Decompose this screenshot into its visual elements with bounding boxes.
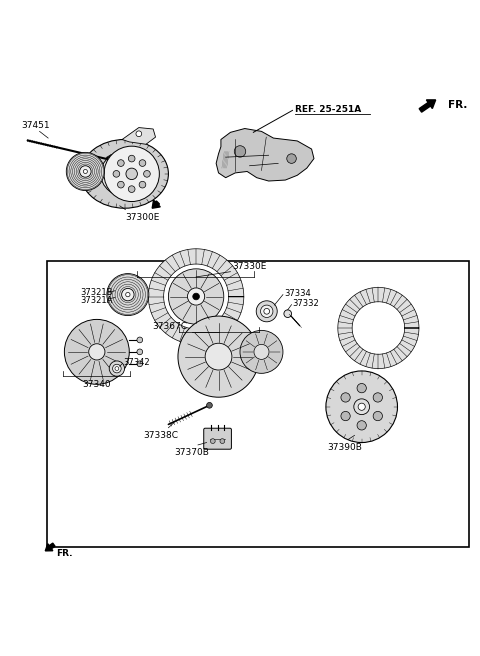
Circle shape — [89, 344, 105, 360]
Circle shape — [178, 316, 259, 397]
Circle shape — [193, 293, 199, 300]
Text: 37334: 37334 — [284, 289, 311, 298]
Circle shape — [341, 393, 350, 402]
Circle shape — [66, 152, 105, 190]
Text: 37451: 37451 — [22, 121, 50, 131]
Text: FR.: FR. — [56, 549, 73, 558]
Circle shape — [139, 159, 146, 167]
Text: 37370B: 37370B — [174, 448, 209, 457]
Text: 37340: 37340 — [83, 380, 111, 388]
Circle shape — [354, 399, 370, 415]
Circle shape — [115, 367, 119, 371]
Text: 37338C: 37338C — [144, 430, 179, 440]
Text: 37332: 37332 — [292, 298, 319, 308]
Polygon shape — [122, 127, 156, 144]
Circle shape — [261, 305, 273, 318]
FancyArrow shape — [419, 100, 436, 112]
Circle shape — [284, 310, 291, 318]
Circle shape — [373, 411, 383, 420]
Circle shape — [373, 393, 383, 402]
Text: 37321A: 37321A — [80, 296, 112, 305]
Circle shape — [206, 402, 212, 408]
Circle shape — [136, 131, 142, 136]
Circle shape — [210, 439, 215, 443]
Circle shape — [220, 439, 225, 443]
Circle shape — [128, 155, 135, 162]
Polygon shape — [338, 287, 419, 369]
Circle shape — [128, 186, 135, 192]
Circle shape — [139, 181, 146, 188]
Circle shape — [287, 154, 296, 163]
Circle shape — [205, 343, 232, 370]
Circle shape — [84, 169, 87, 173]
Circle shape — [234, 146, 246, 157]
FancyBboxPatch shape — [204, 428, 231, 449]
Polygon shape — [148, 249, 244, 344]
Circle shape — [188, 288, 204, 305]
Circle shape — [256, 301, 277, 322]
Circle shape — [109, 361, 124, 376]
Circle shape — [168, 269, 224, 324]
Ellipse shape — [104, 146, 159, 201]
Text: 37321B: 37321B — [80, 288, 113, 297]
Circle shape — [118, 181, 124, 188]
Circle shape — [121, 289, 134, 301]
Text: 37330E: 37330E — [232, 262, 267, 271]
Circle shape — [137, 337, 143, 343]
Ellipse shape — [81, 140, 168, 208]
Circle shape — [264, 308, 270, 314]
Text: 37342: 37342 — [123, 358, 150, 367]
Circle shape — [80, 166, 91, 177]
Circle shape — [341, 411, 350, 420]
Text: 37300E: 37300E — [125, 213, 159, 222]
Circle shape — [137, 361, 143, 367]
Text: 37367C: 37367C — [153, 322, 188, 331]
Text: 37390B: 37390B — [327, 443, 362, 451]
Text: FR.: FR. — [447, 100, 467, 110]
Circle shape — [64, 319, 129, 384]
Polygon shape — [216, 129, 314, 181]
Circle shape — [357, 384, 366, 393]
Ellipse shape — [101, 150, 158, 197]
Circle shape — [240, 331, 283, 373]
Circle shape — [126, 168, 137, 180]
Circle shape — [326, 371, 397, 443]
Circle shape — [113, 364, 121, 373]
Circle shape — [358, 403, 365, 410]
FancyArrow shape — [45, 543, 55, 551]
Circle shape — [126, 293, 130, 297]
Circle shape — [144, 171, 150, 177]
Text: REF. 25-251A: REF. 25-251A — [295, 105, 361, 114]
Circle shape — [357, 420, 366, 430]
Circle shape — [254, 344, 269, 359]
Circle shape — [107, 274, 149, 316]
Circle shape — [113, 171, 120, 177]
FancyArrow shape — [152, 200, 160, 208]
Bar — [47, 261, 469, 546]
Circle shape — [118, 159, 124, 167]
Circle shape — [137, 349, 143, 355]
